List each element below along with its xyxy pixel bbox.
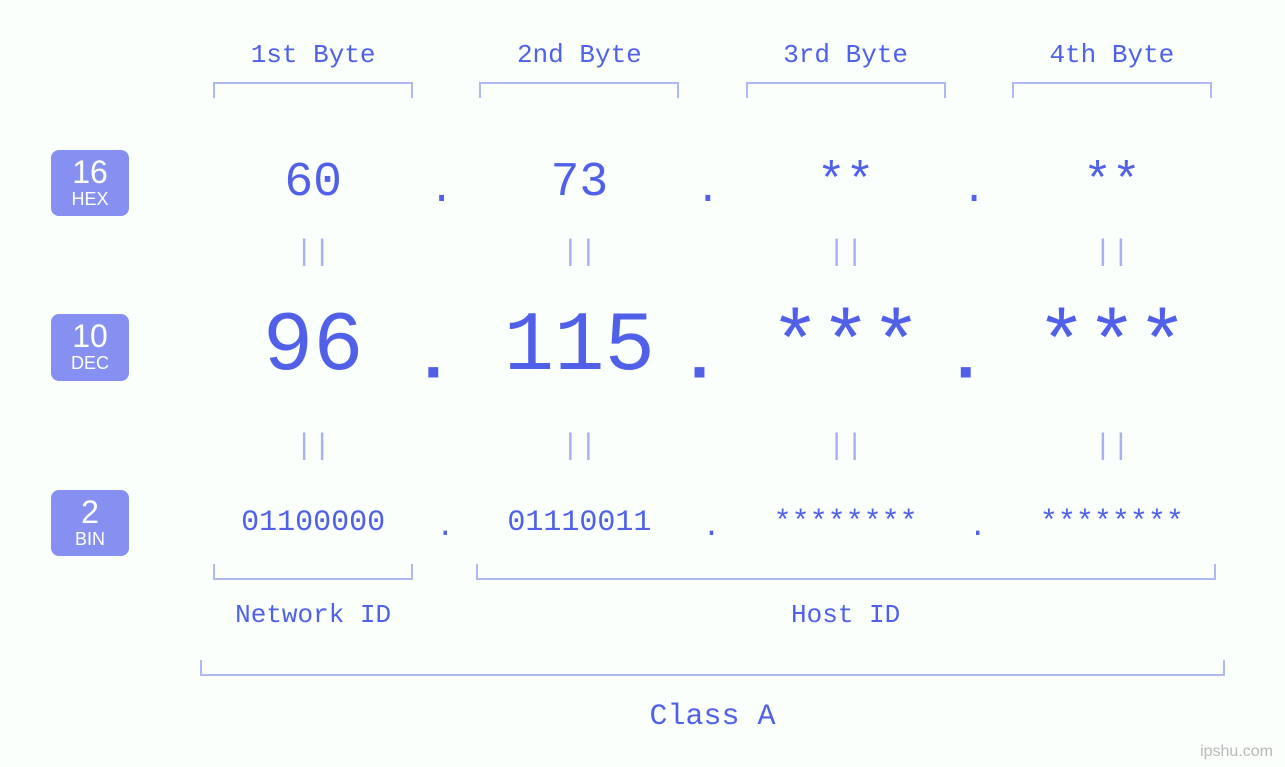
equals-icon: || <box>180 236 446 270</box>
dec-badge: 10 DEC <box>51 314 129 380</box>
watermark: ipshu.com <box>1200 743 1273 761</box>
hex-badge: 16 HEX <box>51 150 129 216</box>
net-host-brackets <box>180 564 1245 580</box>
equals-icon: || <box>979 430 1245 464</box>
hex-badge-num: 16 <box>51 156 129 190</box>
host-id-label: Host ID <box>446 600 1245 630</box>
bin-row: 2 BIN 01100000. 01110011. ********. ****… <box>0 490 1285 556</box>
dec-byte-1: 96. <box>180 300 446 395</box>
dec-badge-txt: DEC <box>51 354 129 373</box>
bracket-host <box>476 564 1216 580</box>
byte-header-3: 3rd Byte <box>713 40 979 70</box>
top-brackets <box>180 82 1245 98</box>
bracket-network <box>213 564 413 580</box>
net-host-labels: Network ID Host ID <box>180 600 1245 630</box>
bin-badge-txt: BIN <box>51 530 129 549</box>
bin-byte-3: ********. <box>713 506 979 540</box>
hex-byte-4: ** <box>979 156 1245 210</box>
equals-row-2: || || || || <box>0 430 1285 464</box>
equals-icon: || <box>446 430 712 464</box>
dec-badge-num: 10 <box>51 320 129 354</box>
equals-icon: || <box>180 430 446 464</box>
bracket-byte-3 <box>746 82 946 98</box>
byte-headers: 1st Byte 2nd Byte 3rd Byte 4th Byte <box>180 40 1245 70</box>
dec-byte-4: *** <box>979 300 1245 395</box>
equals-icon: || <box>979 236 1245 270</box>
hex-byte-2: 73. <box>446 156 712 210</box>
byte-header-2: 2nd Byte <box>446 40 712 70</box>
bracket-byte-1 <box>213 82 413 98</box>
bin-byte-2: 01110011. <box>446 506 712 540</box>
byte-header-1: 1st Byte <box>180 40 446 70</box>
byte-header-4: 4th Byte <box>979 40 1245 70</box>
bin-badge-num: 2 <box>51 496 129 530</box>
bracket-byte-2 <box>479 82 679 98</box>
hex-row: 16 HEX 60. 73. **. ** <box>0 150 1285 216</box>
hex-byte-3: **. <box>713 156 979 210</box>
equals-icon: || <box>713 236 979 270</box>
bin-byte-4: ******** <box>979 506 1245 540</box>
equals-icon: || <box>446 236 712 270</box>
equals-icon: || <box>713 430 979 464</box>
bin-byte-1: 01100000. <box>180 506 446 540</box>
dec-row: 10 DEC 96. 115. ***. *** <box>0 300 1285 395</box>
bracket-class <box>200 660 1225 676</box>
equals-row-1: || || || || <box>0 236 1285 270</box>
dec-byte-2: 115. <box>446 300 712 395</box>
hex-byte-1: 60. <box>180 156 446 210</box>
dec-byte-3: ***. <box>713 300 979 395</box>
hex-badge-txt: HEX <box>51 190 129 209</box>
class-label: Class A <box>180 700 1245 734</box>
bracket-byte-4 <box>1012 82 1212 98</box>
bin-badge: 2 BIN <box>51 490 129 556</box>
network-id-label: Network ID <box>180 600 446 630</box>
